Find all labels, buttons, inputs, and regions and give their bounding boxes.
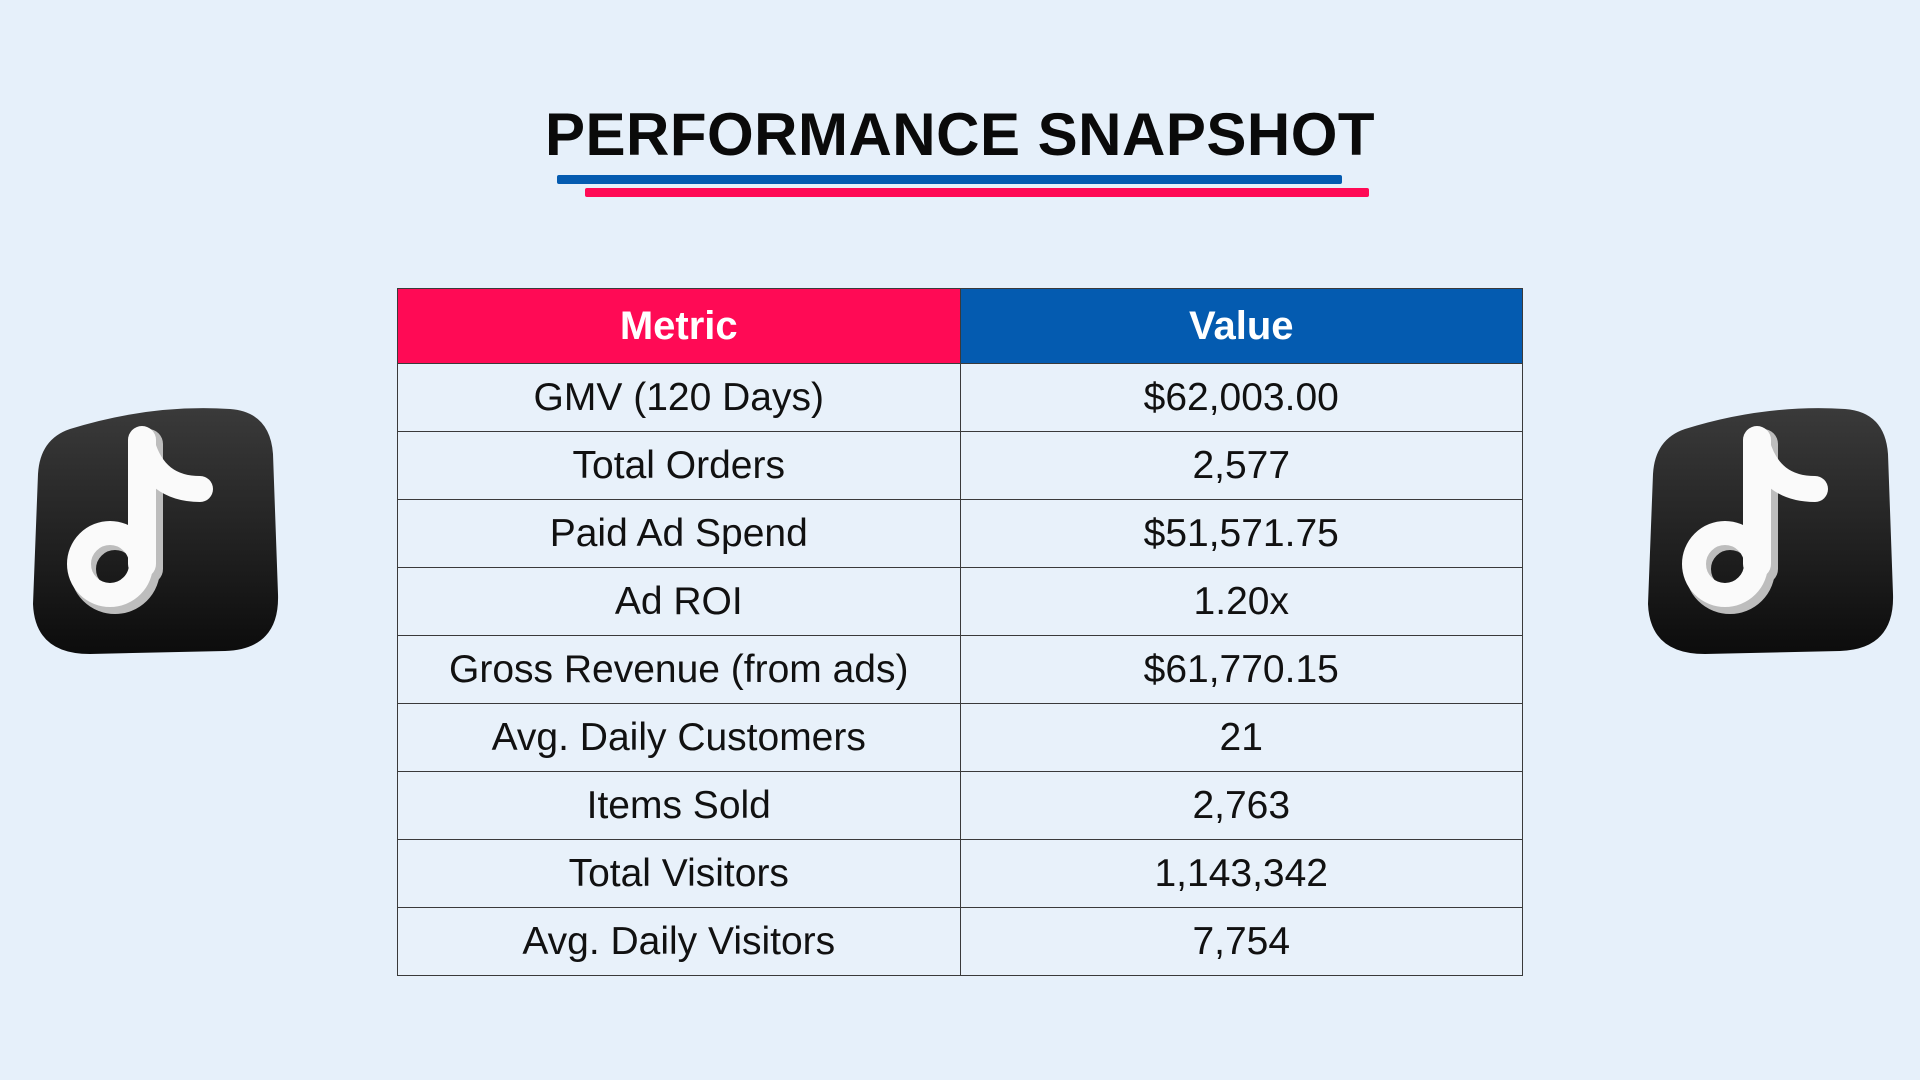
value-cell: $51,571.75 bbox=[959, 499, 1523, 568]
value-cell: 1.20x bbox=[959, 567, 1523, 636]
value-cell: $61,770.15 bbox=[959, 635, 1523, 704]
metric-cell: Ad ROI bbox=[397, 567, 961, 636]
value-cell: 7,754 bbox=[959, 907, 1523, 976]
title-underline-blue bbox=[557, 175, 1342, 184]
value-cell: $62,003.00 bbox=[959, 363, 1523, 432]
value-cell: 2,763 bbox=[959, 771, 1523, 840]
title-underline-pink bbox=[585, 188, 1369, 197]
metrics-table: Metric Value GMV (120 Days) $62,003.00 Tota… bbox=[397, 288, 1523, 976]
table-row: Total Orders 2,577 bbox=[397, 431, 1523, 500]
table-row: Avg. Daily Customers 21 bbox=[397, 703, 1523, 772]
metric-cell: Avg. Daily Visitors bbox=[397, 907, 961, 976]
value-cell: 1,143,342 bbox=[959, 839, 1523, 908]
metric-cell: Gross Revenue (from ads) bbox=[397, 635, 961, 704]
header-row: Metric Value bbox=[397, 288, 1523, 364]
table-row: Ad ROI 1.20x bbox=[397, 567, 1523, 636]
tiktok-icon-right bbox=[1648, 408, 1894, 654]
tiktok-icon-left bbox=[33, 408, 279, 654]
value-cell: 2,577 bbox=[959, 431, 1523, 500]
value-cell: 21 bbox=[959, 703, 1523, 772]
page-title: PERFORMANCE SNAPSHOT bbox=[544, 101, 1376, 168]
table-body: GMV (120 Days) $62,003.00 Total Orders 2,57… bbox=[397, 363, 1523, 976]
metric-cell: Avg. Daily Customers bbox=[397, 703, 961, 772]
table-row: Avg. Daily Visitors 7,754 bbox=[397, 907, 1523, 976]
metric-cell: GMV (120 Days) bbox=[397, 363, 961, 432]
table-row: Total Visitors 1,143,342 bbox=[397, 839, 1523, 908]
table-row: Paid Ad Spend $51,571.75 bbox=[397, 499, 1523, 568]
metric-cell: Paid Ad Spend bbox=[397, 499, 961, 568]
metric-cell: Total Visitors bbox=[397, 839, 961, 908]
metric-cell: Total Orders bbox=[397, 431, 961, 500]
column-header: Value bbox=[959, 288, 1523, 364]
table-row: GMV (120 Days) $62,003.00 bbox=[397, 363, 1523, 432]
column-header: Metric bbox=[397, 288, 961, 364]
table-row: Gross Revenue (from ads) $61,770.15 bbox=[397, 635, 1523, 704]
table-row: Items Sold 2,763 bbox=[397, 771, 1523, 840]
metric-cell: Items Sold bbox=[397, 771, 961, 840]
